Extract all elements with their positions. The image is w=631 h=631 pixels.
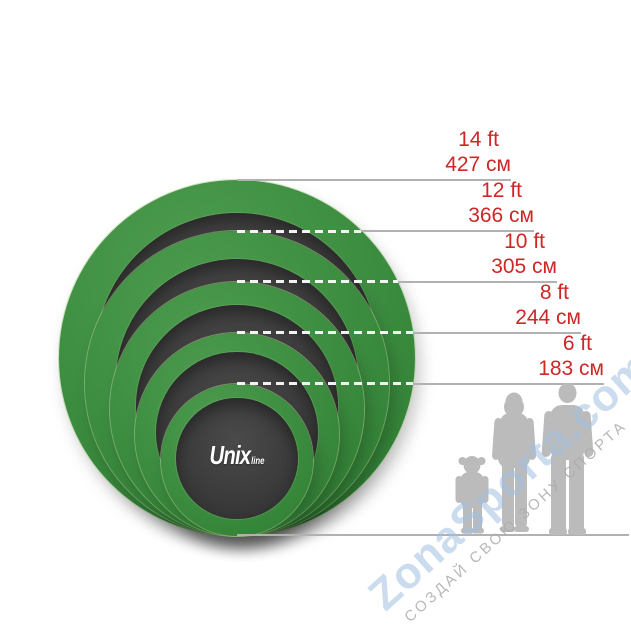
size-label-ft: 14 ft: [458, 128, 499, 152]
size-label-cm: 366 см: [468, 204, 534, 228]
measure-line-10ft: [397, 280, 557, 283]
unixline-logo: Unixline: [209, 440, 264, 471]
ground-line: [237, 534, 629, 536]
man-silhouette: [541, 383, 594, 535]
size-label-cm: 305 см: [491, 254, 557, 278]
size-label-ft: 6 ft: [562, 331, 592, 355]
size-label-cm: 244 см: [515, 305, 581, 329]
measure-dash-12ft: [237, 229, 362, 233]
size-label-14ft: 14 ft 427 см: [445, 127, 511, 177]
size-label-ft: 12 ft: [481, 179, 522, 203]
logo-sub: line: [251, 455, 265, 467]
size-label-ft: 10 ft: [504, 229, 545, 253]
measure-line-12ft: [361, 230, 534, 233]
measure-line-8ft: [413, 331, 581, 334]
size-label-cm: 427 см: [445, 153, 511, 177]
size-label-10ft: 10 ft 305 см: [491, 229, 557, 279]
size-label-8ft: 8 ft 244 см: [515, 280, 581, 330]
measure-dash-6ft: [237, 382, 414, 386]
size-label-12ft: 12 ft 366 см: [468, 178, 534, 228]
measure-line-6ft: [413, 382, 604, 385]
trampoline-6ft: [160, 383, 314, 536]
child-silhouette: [455, 456, 489, 534]
measure-line-14ft: [237, 179, 511, 182]
woman-silhouette: [491, 392, 537, 532]
measure-dash-10ft: [237, 280, 398, 284]
measure-dash-8ft: [237, 331, 414, 335]
scale-figures: [455, 383, 594, 535]
size-label-6ft: 6 ft 183 см: [538, 331, 604, 381]
size-label-ft: 8 ft: [539, 280, 569, 304]
logo-brand: Unix: [209, 439, 251, 470]
trampoline-mat-6ft: [176, 397, 298, 519]
size-label-cm: 183 см: [538, 356, 604, 380]
